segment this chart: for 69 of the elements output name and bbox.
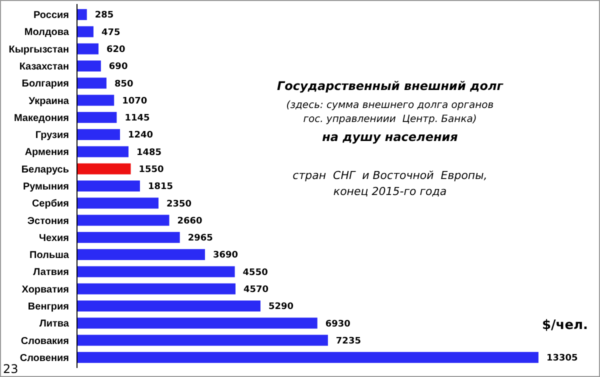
y-tick-label: Беларусь — [21, 164, 69, 176]
bar — [77, 300, 260, 312]
bar — [77, 334, 328, 346]
bar — [77, 198, 159, 209]
bar — [77, 146, 129, 158]
data-label: 2660 — [177, 216, 202, 226]
y-tick-label: Хорватия — [22, 284, 70, 296]
data-label: 5290 — [268, 302, 294, 312]
annotation: на душу населения — [322, 130, 458, 144]
y-tick-label: Польша — [30, 250, 70, 262]
bar — [77, 214, 170, 226]
data-label: 1550 — [138, 165, 164, 176]
data-label: 4570 — [244, 285, 269, 296]
bar — [77, 266, 235, 278]
bar — [77, 26, 94, 38]
bar — [77, 78, 106, 89]
text: (здесь: сумма внешнего долга органов гос. управлениии Центр. Банка) — [286, 100, 494, 125]
bar — [77, 180, 140, 192]
data-label: 1070 — [122, 96, 148, 106]
text: 23 — [3, 362, 18, 376]
bar — [77, 283, 236, 294]
y-tick-label: Чехия — [39, 232, 70, 244]
bar — [77, 9, 87, 20]
y-tick-label: Венгрия — [28, 302, 70, 312]
y-tick-label: Македония — [14, 112, 70, 124]
data-label: 6930 — [325, 319, 350, 330]
y-tick-label: Словакия — [20, 336, 70, 347]
annotation: стран СНГ и Восточной Европы, конец 2015-го года — [292, 169, 488, 198]
data-label: 7235 — [336, 336, 361, 346]
y-tick-label: Украина — [28, 96, 70, 107]
bar — [77, 163, 131, 174]
bar — [77, 112, 117, 123]
y-tick-label: Россия — [33, 10, 70, 22]
data-label: 13305 — [546, 354, 578, 364]
data-label: 2350 — [166, 199, 192, 210]
bar — [77, 232, 180, 243]
text: Государственный внешний долг — [276, 79, 504, 93]
data-label: 285 — [94, 10, 114, 21]
bar — [77, 43, 99, 54]
data-label: 1240 — [128, 130, 154, 141]
y-tick-label: Грузия — [35, 130, 70, 142]
bar — [77, 249, 205, 260]
bar — [77, 94, 114, 106]
data-label: 850 — [114, 79, 134, 90]
y-tick-label: Латвия — [33, 267, 70, 278]
data-label: 1145 — [124, 114, 150, 124]
y-tick-label: Болгария — [22, 78, 70, 90]
data-label: 690 — [108, 62, 128, 72]
y-tick-label: Кыргызстан — [8, 44, 69, 56]
y-tick-label: Эстония — [27, 216, 70, 227]
data-label: 475 — [101, 28, 120, 38]
data-label: 3690 — [212, 250, 238, 261]
data-label: 2965 — [188, 234, 213, 244]
y-tick-label: Казахстан — [19, 62, 69, 72]
data-label: 1815 — [148, 182, 174, 192]
y-tick-label: Сербия — [32, 198, 70, 210]
bar — [77, 318, 318, 329]
y-tick-label: Литва — [39, 318, 70, 330]
y-tick-label: Армения — [24, 147, 70, 158]
y-tick-label: Молдова — [24, 27, 70, 38]
text: $/чел. — [542, 318, 588, 333]
y-tick-label: Словения — [20, 352, 70, 364]
data-label: 620 — [106, 45, 126, 56]
y-tick-label: Румыния — [22, 182, 70, 192]
data-label: 4550 — [242, 268, 268, 278]
bar — [77, 129, 120, 140]
bar — [77, 60, 101, 72]
data-label: 1485 — [136, 148, 162, 158]
bar — [77, 352, 538, 363]
